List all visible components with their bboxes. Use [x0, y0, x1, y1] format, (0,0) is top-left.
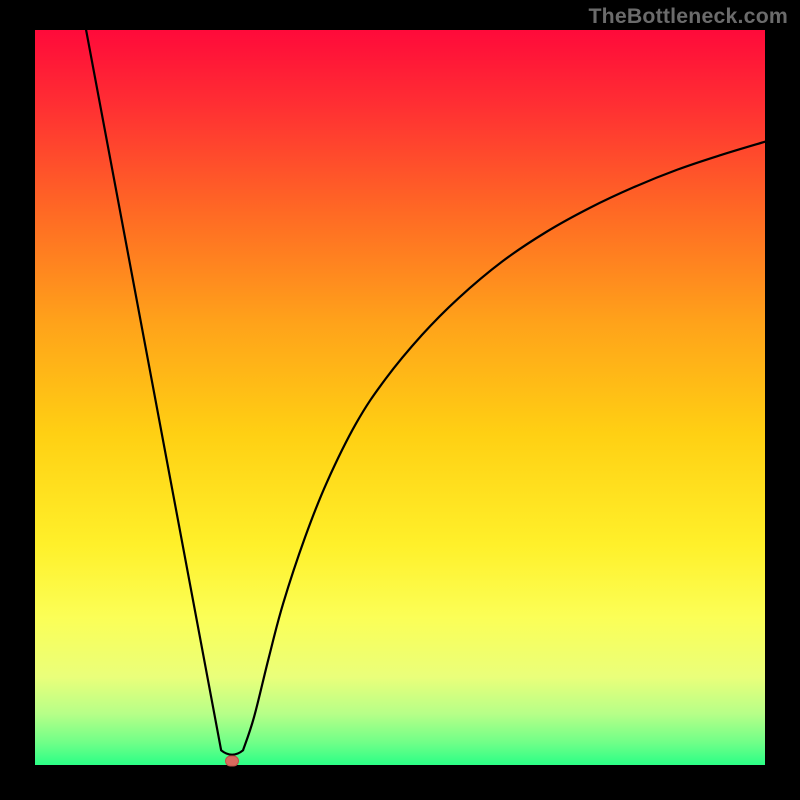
chart-frame: TheBottleneck.com: [0, 0, 800, 800]
optimal-point-marker: [225, 755, 239, 766]
watermark-text: TheBottleneck.com: [588, 4, 788, 29]
plot-area: [35, 30, 765, 765]
bottleneck-curve: [35, 30, 765, 765]
